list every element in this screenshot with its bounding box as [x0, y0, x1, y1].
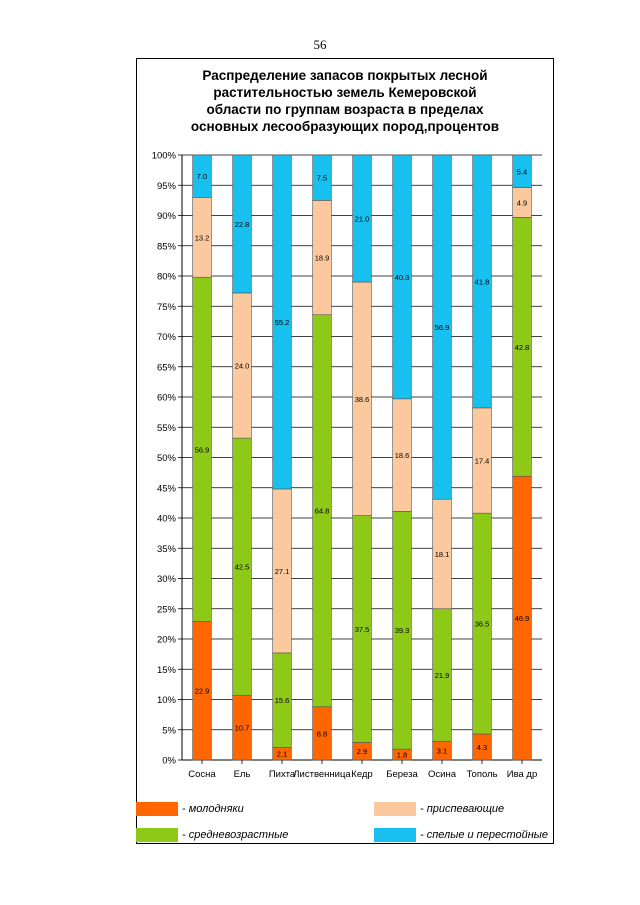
y-tick-label: 90%: [157, 211, 177, 222]
bar-segment: [432, 154, 452, 500]
x-tick-label: Ива др: [507, 769, 538, 780]
data-label: 42.8: [515, 343, 530, 352]
bar-segment: [312, 154, 332, 201]
bar-segment: [192, 154, 212, 198]
legend-label: - средневозрастные: [182, 829, 289, 841]
y-tick-label: 15%: [157, 665, 177, 676]
x-tick-label: Лиственница: [293, 769, 351, 780]
data-label: 55.2: [275, 318, 290, 327]
bar-segment: [472, 154, 492, 409]
x-tick-label: Пихта: [269, 769, 296, 780]
data-label: 40.3: [395, 273, 410, 282]
bar-segment: [232, 154, 252, 294]
bar-segment: [392, 154, 412, 400]
bar-segment: [272, 154, 292, 490]
data-label: 22.8: [235, 220, 250, 229]
data-label: 56.9: [195, 445, 210, 454]
data-label: 21.9: [435, 671, 450, 680]
legend-label: - приспевающие: [420, 803, 505, 815]
legend-label: - спелые и перестойные: [420, 829, 548, 841]
y-tick-label: 45%: [157, 483, 177, 494]
data-label: 2.1: [277, 750, 287, 759]
chart-title-line: области по группам возраста в пределах: [206, 102, 484, 117]
y-tick-label: 20%: [157, 635, 177, 646]
data-label: 7.5: [317, 174, 327, 183]
data-label: 5.4: [517, 167, 527, 176]
y-tick-label: 75%: [157, 302, 177, 313]
page-number: 56: [313, 37, 327, 52]
y-tick-label: 40%: [157, 514, 177, 525]
data-label: 64.8: [315, 507, 330, 516]
legend-swatch: [136, 802, 178, 816]
legend-item-middle-aged: - средневозрастные: [136, 828, 288, 842]
x-tick-label: Сосна: [188, 769, 216, 780]
bar-segment: [352, 154, 372, 283]
chart-title: Распределение запасов покрытых лесной ра…: [140, 67, 550, 135]
y-tick-label: 65%: [157, 362, 177, 373]
data-label: 36.5: [475, 620, 490, 629]
chart-frame: [136, 58, 554, 844]
data-label: 7.0: [197, 172, 207, 181]
x-tick-label: Ель: [234, 769, 251, 780]
data-label: 18.9: [315, 254, 330, 263]
y-tick-label: 35%: [157, 544, 177, 555]
data-label: 46.9: [515, 614, 530, 623]
y-tick-label: 5%: [162, 725, 176, 736]
data-label: 18.6: [395, 451, 410, 460]
chart-title-line: основных лесообразующих пород,процентов: [190, 119, 500, 134]
data-label: 4.3: [477, 743, 487, 752]
y-tick-label: 85%: [157, 241, 177, 252]
y-tick-label: 0%: [162, 756, 176, 767]
y-tick-label: 80%: [157, 272, 177, 283]
legend-swatch: [374, 802, 416, 816]
chart-title-line: растительностью земель Кемеровской: [213, 85, 477, 100]
y-tick-label: 10%: [157, 695, 177, 706]
data-label: 4.9: [517, 198, 527, 207]
x-tick-label: Кедр: [351, 769, 372, 780]
data-label: 24.0: [235, 362, 250, 371]
data-label: 38.6: [355, 395, 370, 404]
legend-swatch: [136, 828, 178, 842]
legend-label: - молодняки: [182, 803, 244, 815]
data-label: 10.7: [235, 724, 250, 733]
data-label: 18.1: [435, 550, 450, 559]
data-label: 56.9: [435, 323, 450, 332]
legend-item-ripening: - приспевающие: [374, 802, 504, 816]
data-label: 1.8: [397, 751, 407, 760]
data-label: 21.0: [355, 215, 370, 224]
data-label: 42.5: [235, 563, 250, 572]
data-label: 27.1: [275, 567, 290, 576]
y-tick-label: 70%: [157, 332, 177, 343]
data-label: 8.8: [317, 729, 327, 738]
data-label: 41.8: [475, 277, 490, 286]
x-tick-label: Осина: [428, 769, 457, 780]
y-tick-label: 55%: [157, 423, 177, 434]
y-tick-label: 30%: [157, 574, 177, 585]
data-label: 15.6: [275, 696, 290, 705]
data-label: 17.4: [475, 457, 490, 466]
y-tick-label: 95%: [157, 181, 177, 192]
y-tick-label: 100%: [152, 151, 177, 162]
x-tick-label: Тополь: [466, 769, 497, 780]
x-tick-label: Береза: [386, 769, 418, 780]
y-tick-label: 50%: [157, 453, 177, 464]
data-label: 39.3: [395, 626, 410, 635]
legend-item-mature: - спелые и перестойные: [374, 828, 548, 842]
y-tick-label: 60%: [157, 393, 177, 404]
data-label: 22.9: [195, 687, 210, 696]
data-label: 37.5: [355, 625, 370, 634]
chart-title-line: Распределение запасов покрытых лесной: [202, 68, 488, 83]
data-label: 13.2: [195, 233, 210, 242]
legend-item-young: - молодняки: [136, 802, 244, 816]
data-label: 2.9: [357, 747, 367, 756]
bar-segment: [512, 154, 532, 188]
data-label: 3.1: [437, 747, 447, 756]
legend-swatch: [374, 828, 416, 842]
y-tick-label: 25%: [157, 604, 177, 615]
